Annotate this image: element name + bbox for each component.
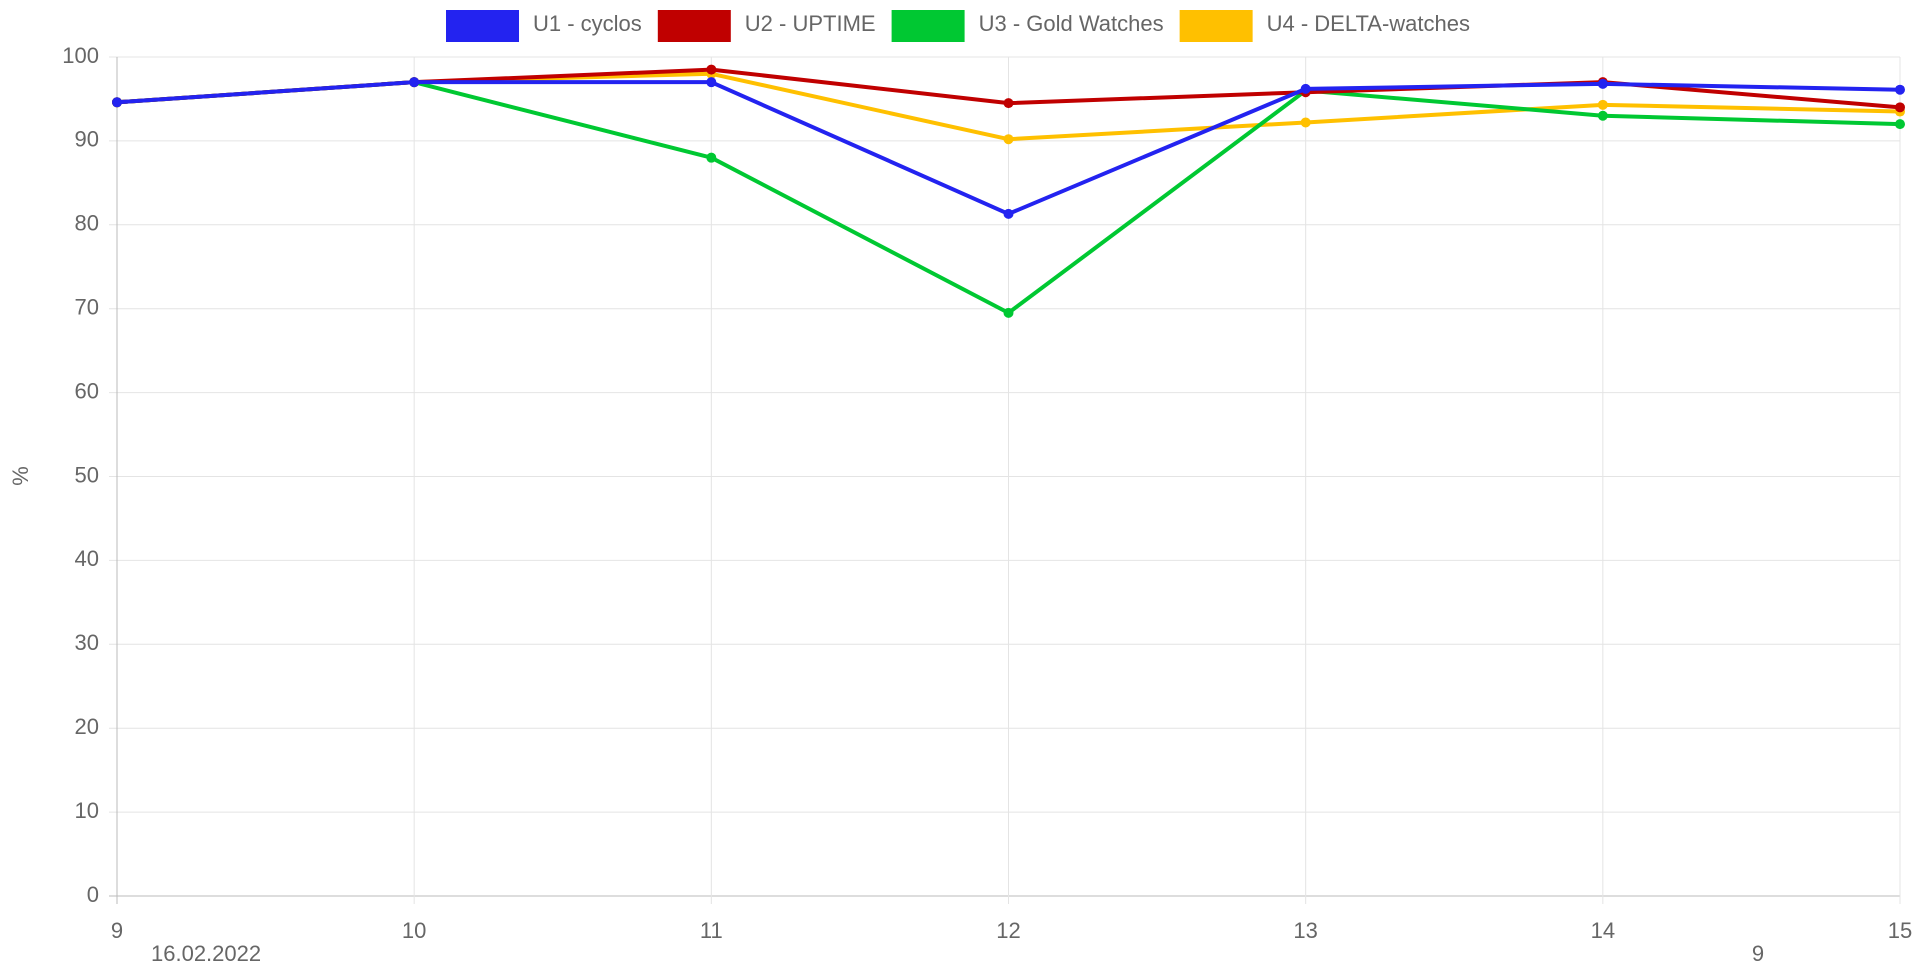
y-tick-label: 0	[87, 882, 99, 907]
y-axis-label: %	[8, 466, 33, 486]
y-tick-label: 10	[75, 798, 99, 823]
point	[409, 77, 420, 88]
point	[112, 97, 122, 108]
x-tick-label: 15	[1888, 918, 1912, 943]
point	[1300, 117, 1311, 128]
point	[1895, 119, 1905, 130]
y-tick-label: 50	[75, 462, 99, 487]
point	[1895, 102, 1905, 113]
legend-swatch	[446, 10, 520, 42]
x-tick-label: 9	[111, 918, 123, 943]
point	[1597, 99, 1608, 110]
y-tick-label: 70	[75, 295, 99, 320]
y-tick-label: 20	[75, 714, 99, 739]
point	[706, 77, 717, 88]
point	[706, 152, 717, 163]
x-tick-label: 11	[700, 918, 723, 943]
point	[1003, 98, 1014, 109]
x-tick-label: 12	[996, 918, 1020, 943]
x-tick-label: 10	[402, 918, 426, 943]
point	[1597, 78, 1608, 89]
y-tick-label: 80	[75, 211, 99, 236]
annotation: 9	[1752, 941, 1764, 966]
point	[1003, 208, 1014, 219]
legend-label: U2 - UPTIME	[745, 11, 876, 36]
point	[1895, 84, 1905, 95]
legend-label: U3 - Gold Watches	[979, 11, 1164, 36]
point	[1597, 110, 1608, 121]
legend-label: U4 - DELTA-watches	[1267, 11, 1470, 36]
y-tick-label: 90	[75, 127, 99, 152]
y-tick-label: 60	[75, 378, 99, 403]
annotation: 16.02.2022	[151, 941, 261, 966]
point	[1003, 307, 1014, 318]
legend-label: U1 - cyclos	[533, 11, 642, 36]
x-tick-label: 14	[1591, 918, 1615, 943]
y-tick-label: 30	[75, 630, 99, 655]
legend-swatch	[657, 10, 731, 42]
y-tick-label: 40	[75, 546, 99, 571]
legend-swatch	[1179, 10, 1253, 42]
legend-swatch	[891, 10, 965, 42]
y-tick-label: 100	[62, 43, 99, 68]
point	[1300, 83, 1311, 94]
x-tick-label: 13	[1293, 918, 1317, 943]
point	[706, 64, 717, 75]
point	[1003, 134, 1014, 145]
